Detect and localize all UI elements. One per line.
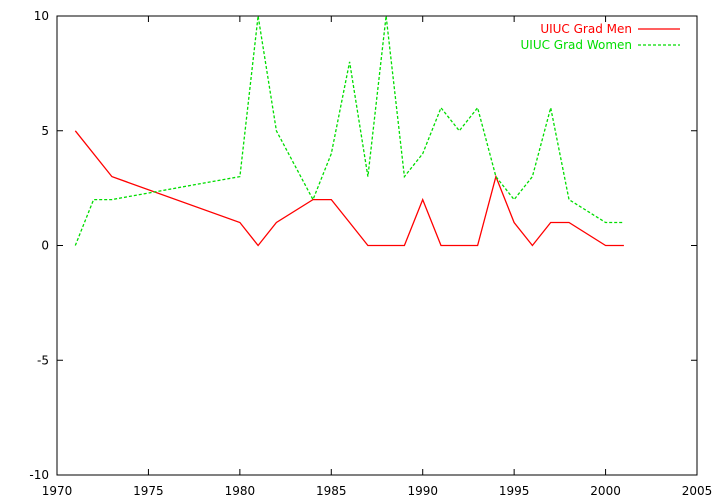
x-tick-label: 1970 xyxy=(42,484,73,498)
axis-ticks xyxy=(56,15,698,476)
legend: UIUC Grad Men UIUC Grad Women xyxy=(521,22,680,52)
series-line-0 xyxy=(74,130,624,247)
x-tick-label: 1985 xyxy=(316,484,347,498)
y-tick-label: -10 xyxy=(29,468,49,482)
y-tick-label: 0 xyxy=(41,239,49,253)
y-tick-label: 5 xyxy=(41,124,49,138)
tick-labels: 1970 1975 1980 1985 1990 1995 2000 2005 -10 -5 0 5 1… xyxy=(29,9,712,498)
x-tick-label: 1990 xyxy=(407,484,438,498)
x-tick-label: 2000 xyxy=(590,484,621,498)
y-tick-label: -5 xyxy=(37,353,49,367)
legend-label-1: UIUC Grad Women xyxy=(521,38,633,52)
x-tick-label: 1975 xyxy=(133,484,164,498)
legend-label-0: UIUC Grad Men xyxy=(540,22,632,36)
series-line-1 xyxy=(74,15,624,246)
x-tick-label: 2005 xyxy=(682,484,713,498)
y-tick-label: 10 xyxy=(34,9,49,23)
series-lines xyxy=(74,15,624,247)
x-tick-label: 1995 xyxy=(499,484,530,498)
x-tick-label: 1980 xyxy=(225,484,256,498)
